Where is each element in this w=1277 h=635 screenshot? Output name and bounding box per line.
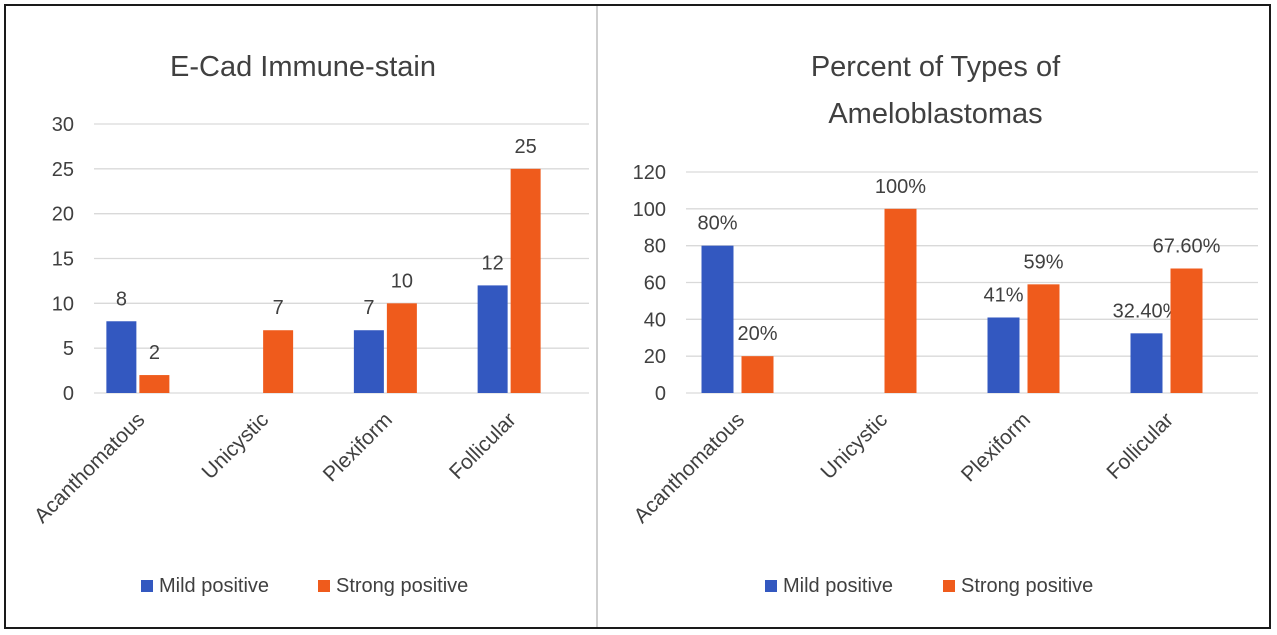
legend-label-mild: Mild positive xyxy=(159,575,269,597)
data-label: 32.40% xyxy=(1113,300,1181,322)
y-tick-label: 60 xyxy=(644,273,666,295)
y-tick-label: 0 xyxy=(63,383,74,405)
y-tick-label: 80 xyxy=(644,236,666,258)
chart-title-line: Percent of Types of xyxy=(811,51,1061,83)
data-label: 67.60% xyxy=(1153,236,1221,258)
data-label: 10 xyxy=(391,270,413,292)
bar-strong-plexiform xyxy=(386,303,417,393)
bar-strong-follicular xyxy=(1170,268,1203,393)
bar-mild-follicular xyxy=(1130,333,1163,393)
data-label: 25 xyxy=(515,136,537,158)
x-tick-label-unicystic: Unicystic xyxy=(816,408,892,484)
bar-strong-unicystic xyxy=(263,330,294,393)
data-label: 7 xyxy=(273,297,284,319)
y-tick-label: 0 xyxy=(655,383,666,405)
chart-ecad-immune-stain: E-Cad Immune-stain 0 5 10 15 20 25 30 8 2 Acanthom… xyxy=(30,51,589,597)
y-tick-label: 40 xyxy=(644,309,666,331)
chart-title-line: Ameloblastomas xyxy=(828,98,1042,130)
data-label: 12 xyxy=(482,252,504,274)
data-label: 80% xyxy=(697,213,737,235)
legend-swatch-mild xyxy=(141,580,153,592)
bar-mild-acanthomatous xyxy=(701,245,734,393)
y-tick-label: 25 xyxy=(52,159,74,181)
y-tick-label: 120 xyxy=(633,162,666,184)
panel-divider xyxy=(596,6,598,627)
figure-frame: E-Cad Immune-stain 0 5 10 15 20 25 30 8 2 Acanthom… xyxy=(4,4,1271,629)
bar-mild-follicular xyxy=(477,285,508,393)
data-label: 2 xyxy=(149,342,160,364)
chart-panel-ecad: E-Cad Immune-stain 0 5 10 15 20 25 30 8 2 Acanthom… xyxy=(6,6,596,627)
bar-strong-follicular xyxy=(510,168,541,393)
legend-label-strong: Strong positive xyxy=(336,575,468,597)
chart-title: E-Cad Immune-stain xyxy=(170,51,436,83)
y-tick-label: 5 xyxy=(63,338,74,360)
bar-mild-acanthomatous xyxy=(106,321,137,393)
x-tick-label-follicular: Follicular xyxy=(1102,408,1178,484)
x-tick-label-acanthomatous: Acanthomatous xyxy=(630,408,749,527)
bar-strong-acanthomatous xyxy=(741,356,774,393)
x-tick-label-plexiform: Plexiform xyxy=(319,408,397,486)
legend-label-mild: Mild positive xyxy=(783,575,893,597)
bar-strong-acanthomatous xyxy=(139,375,170,393)
bar-mild-plexiform xyxy=(987,317,1020,393)
x-tick-label-plexiform: Plexiform xyxy=(957,408,1035,486)
legend-swatch-mild xyxy=(765,580,777,592)
y-tick-label: 30 xyxy=(52,114,74,136)
data-label: 20% xyxy=(737,323,777,345)
legend-swatch-strong xyxy=(943,580,955,592)
y-tick-label: 10 xyxy=(52,293,74,315)
data-label: 41% xyxy=(983,284,1023,306)
legend-label-strong: Strong positive xyxy=(961,575,1093,597)
data-label: 8 xyxy=(116,288,127,310)
x-tick-label-follicular: Follicular xyxy=(445,408,521,484)
y-tick-label: 15 xyxy=(52,249,74,271)
x-tick-label-unicystic: Unicystic xyxy=(197,408,273,484)
bar-strong-unicystic xyxy=(884,208,917,393)
bar-strong-plexiform xyxy=(1027,284,1060,393)
data-label: 100% xyxy=(875,176,926,198)
legend-swatch-strong xyxy=(318,580,330,592)
y-tick-label: 100 xyxy=(633,199,666,221)
y-tick-label: 20 xyxy=(52,204,74,226)
y-tick-label: 20 xyxy=(644,346,666,368)
data-label: 7 xyxy=(363,297,374,319)
chart-percent-types: Percent of Types of Ameloblastomas 0 20 40 60… xyxy=(630,51,1258,597)
data-label: 59% xyxy=(1023,251,1063,273)
x-tick-label-acanthomatous: Acanthomatous xyxy=(30,408,149,527)
chart-panel-percent: Percent of Types of Ameloblastomas 0 20 40 60… xyxy=(598,6,1269,627)
bar-mild-plexiform xyxy=(353,330,384,393)
